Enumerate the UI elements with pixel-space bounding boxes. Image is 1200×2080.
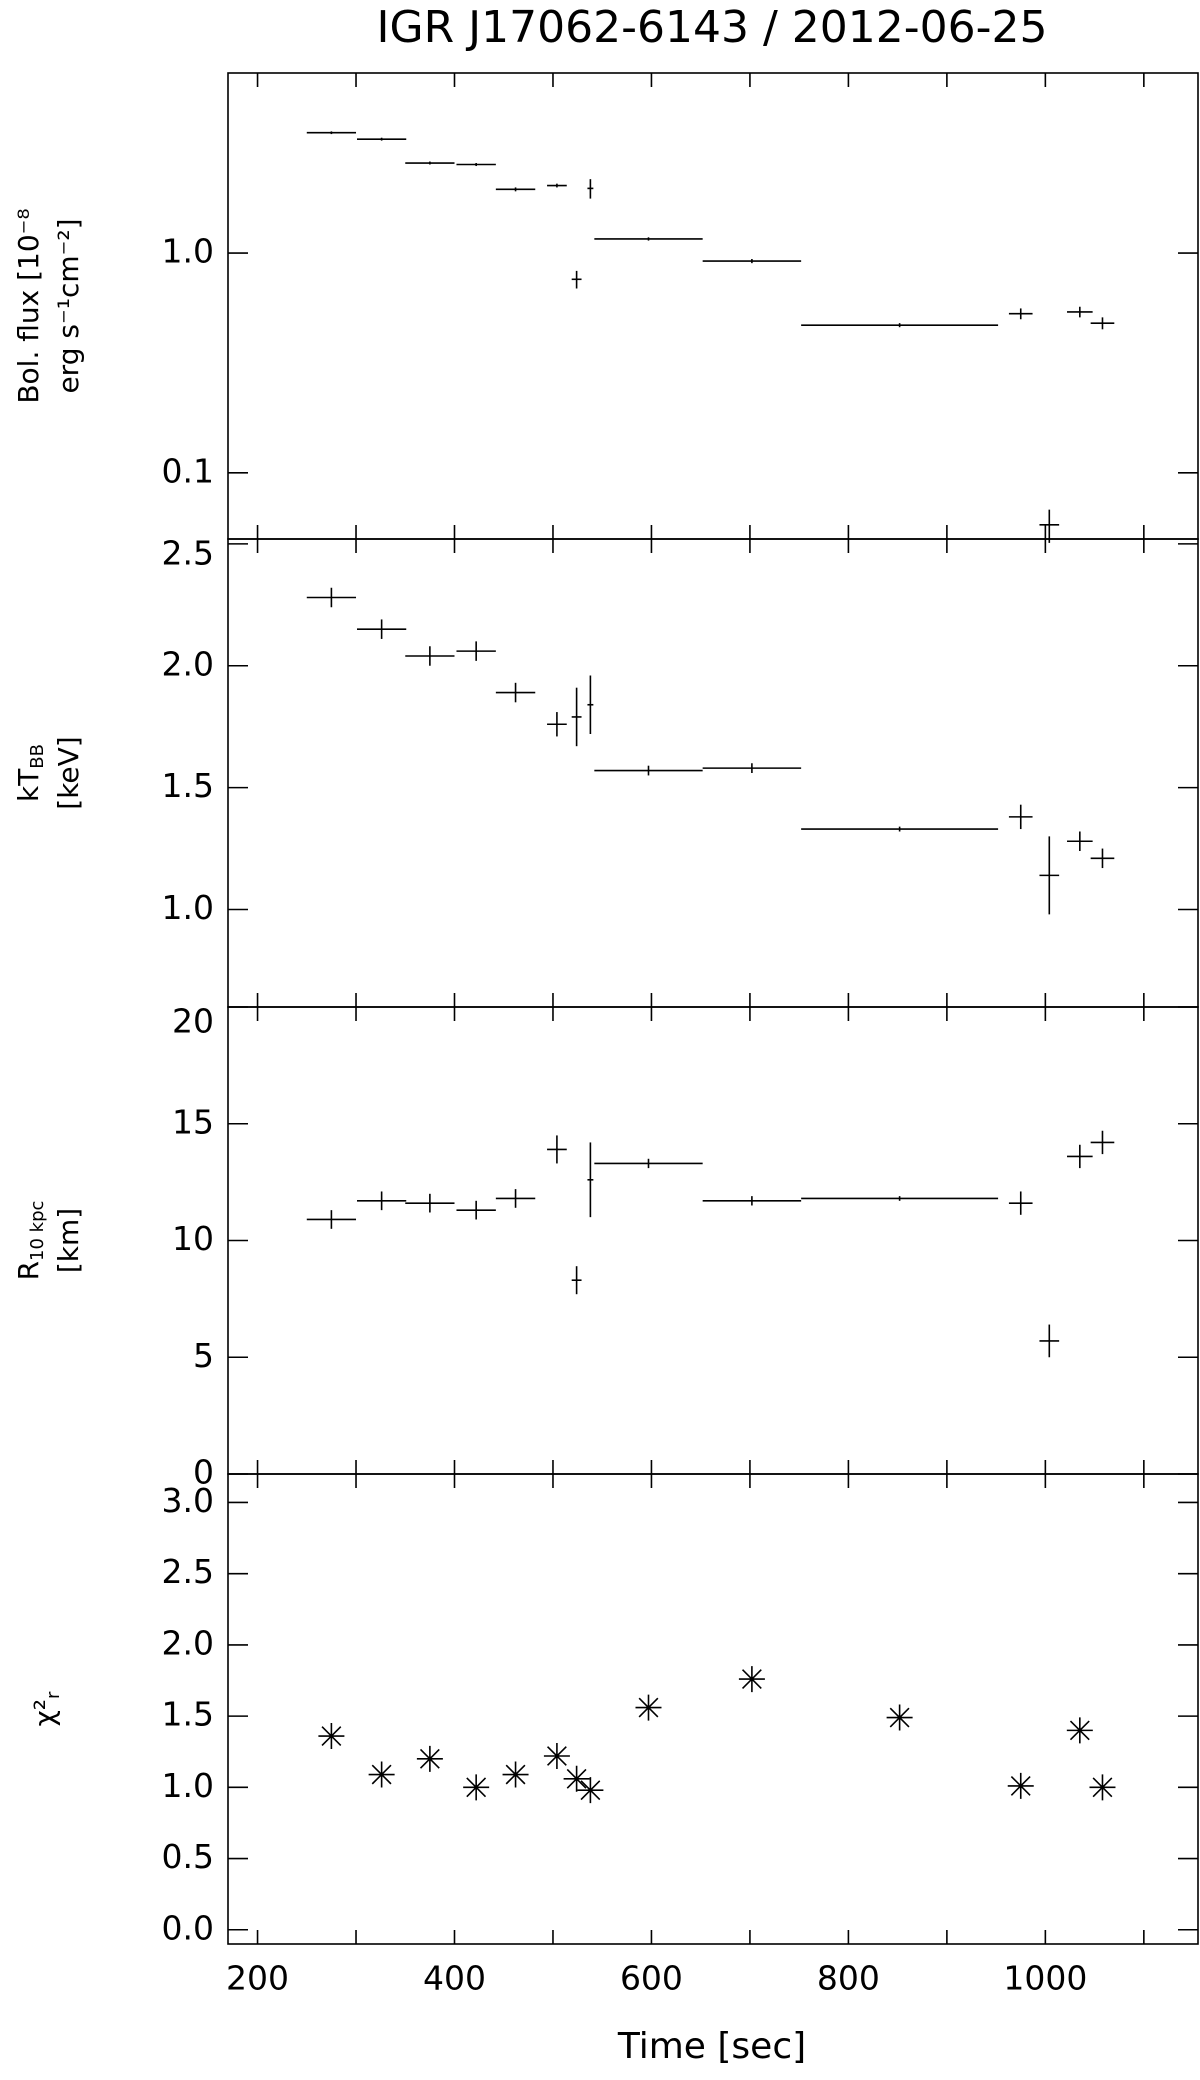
y-tick-label: 10: [172, 1219, 214, 1258]
plot-frame: [227, 1006, 1199, 1475]
plot-frame: [227, 538, 1199, 1008]
asterisk-marker: [577, 1777, 604, 1804]
chart-title: IGR J17062-6143 / 2012-06-25: [377, 2, 1048, 53]
y-tick-label: 2.5: [162, 1552, 214, 1591]
y-axis-label-main: χ²: [28, 1699, 61, 1726]
y-tick-label: 2.0: [162, 644, 214, 683]
asterisk-marker: [543, 1743, 570, 1769]
y-tick-label: 15: [172, 1102, 214, 1141]
x-axis-label: Time [sec]: [617, 2026, 806, 2067]
asterisk-marker: [635, 1694, 662, 1721]
y-axis-label-main: Bol. flux [10⁻⁸: [12, 208, 45, 403]
y-tick-label: 0.0: [162, 1908, 214, 1947]
asterisk-marker: [1066, 1717, 1093, 1744]
x-tick-label: 1000: [1003, 1959, 1087, 1998]
x-tick-label: 400: [423, 1959, 486, 1998]
asterisk-marker: [368, 1761, 395, 1788]
y-tick-label: 0.5: [162, 1837, 214, 1876]
y-tick-label: 1.0: [162, 888, 214, 927]
asterisk-marker: [502, 1761, 529, 1788]
y-tick-label: 1.5: [162, 766, 214, 805]
y-axis-label-sub: 10 kpc: [27, 1201, 48, 1261]
y-axis-label: kTBB: [12, 744, 48, 802]
plot-frame: [227, 72, 1199, 540]
y-axis-label-main: R: [12, 1261, 45, 1280]
asterisk-marker: [1007, 1772, 1034, 1799]
y-axis-label-sub: r: [43, 1691, 64, 1699]
y-tick-label: 5: [193, 1336, 214, 1375]
y-tick-label: 1.5: [162, 1695, 214, 1734]
x-tick-label: 600: [620, 1959, 683, 1998]
y-tick-label: 2.0: [162, 1623, 214, 1662]
asterisk-marker: [563, 1765, 590, 1792]
plot-frame: [227, 1473, 1199, 1945]
x-tick-label: 200: [226, 1959, 289, 1998]
y-tick-label: 1.0: [162, 1766, 214, 1805]
asterisk-marker: [463, 1774, 490, 1801]
y-tick-label: 0: [193, 1453, 214, 1492]
y-axis-label-main: [km]: [52, 1208, 85, 1273]
y-tick-label: 1.0: [162, 232, 214, 271]
asterisk-marker: [416, 1745, 443, 1772]
y-axis-label-main: [keV]: [52, 736, 85, 809]
y-axis-label: erg s⁻¹cm⁻²]: [52, 218, 85, 393]
y-tick-label: 2.5: [162, 534, 214, 573]
y-tick-label: 0.1: [162, 451, 214, 490]
y-axis-label: χ²r: [28, 1691, 64, 1726]
y-tick-label: 20: [172, 1002, 214, 1041]
y-axis-label-sub: BB: [27, 744, 48, 769]
y-axis-label: Bol. flux [10⁻⁸: [12, 208, 45, 403]
asterisk-marker: [1089, 1774, 1116, 1801]
asterisk-marker: [738, 1666, 765, 1693]
asterisk-marker: [886, 1704, 913, 1731]
asterisk-marker: [318, 1723, 345, 1750]
y-axis-label-main: kT: [12, 768, 45, 802]
y-tick-label: 3.0: [162, 1481, 214, 1520]
y-axis-label: [km]: [52, 1208, 85, 1273]
y-axis-label: R10 kpc: [12, 1201, 48, 1281]
y-axis-label-main: erg s⁻¹cm⁻²]: [52, 218, 85, 393]
y-axis-label: [keV]: [52, 736, 85, 809]
x-tick-label: 800: [817, 1959, 880, 1998]
